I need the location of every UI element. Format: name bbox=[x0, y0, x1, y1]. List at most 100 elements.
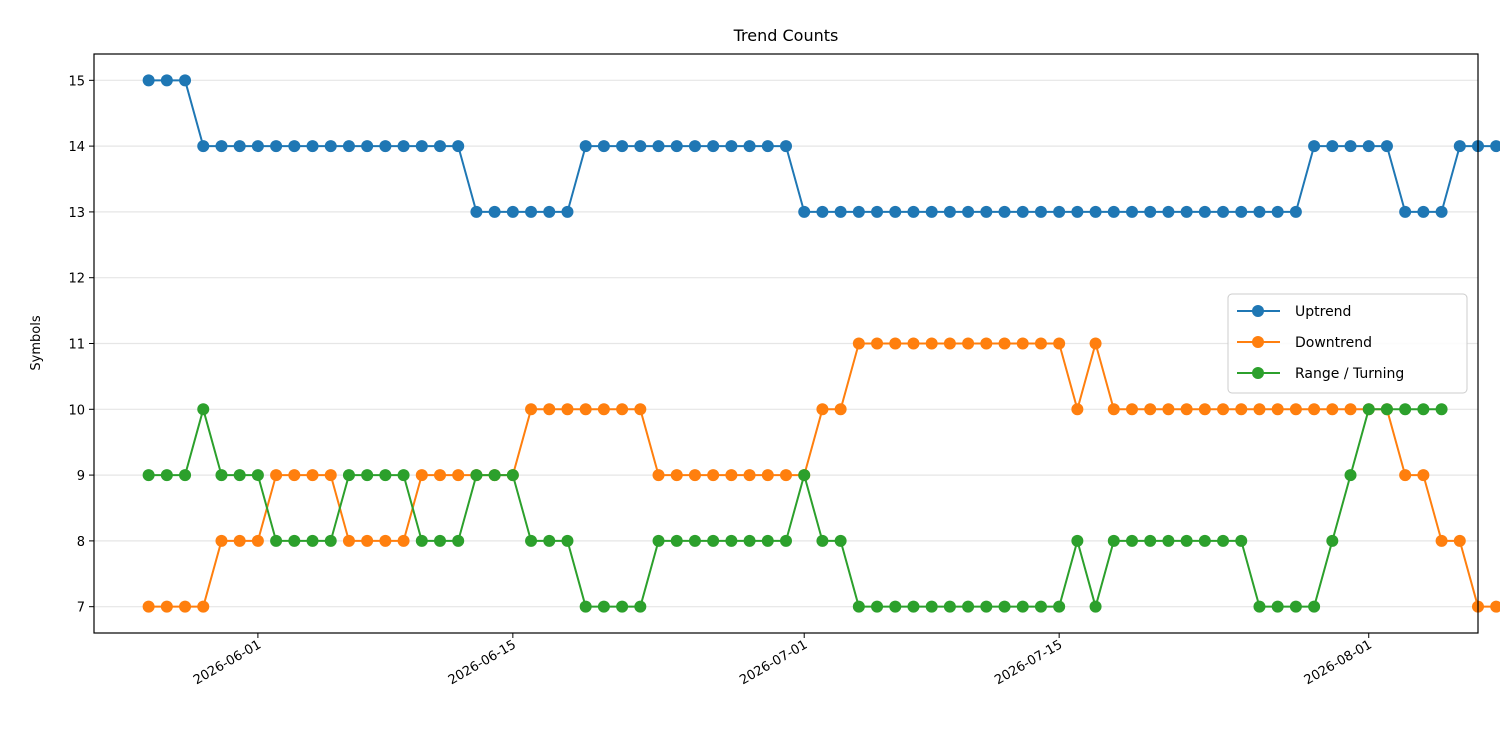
data-point bbox=[342, 534, 355, 547]
data-point bbox=[889, 337, 902, 350]
data-point bbox=[379, 469, 392, 482]
data-point bbox=[925, 337, 938, 350]
data-point bbox=[943, 600, 956, 613]
data-point bbox=[379, 534, 392, 547]
data-point bbox=[1053, 205, 1066, 218]
data-point bbox=[907, 600, 920, 613]
data-point bbox=[616, 403, 629, 416]
series-layer bbox=[142, 74, 1500, 613]
data-point bbox=[1034, 337, 1047, 350]
data-point bbox=[743, 140, 756, 153]
data-point bbox=[1071, 534, 1084, 547]
data-point bbox=[179, 469, 192, 482]
data-point bbox=[1399, 403, 1412, 416]
data-point bbox=[525, 534, 538, 547]
data-point bbox=[1435, 205, 1448, 218]
data-point bbox=[634, 403, 647, 416]
data-point bbox=[561, 534, 574, 547]
data-point bbox=[160, 600, 173, 613]
data-point bbox=[852, 205, 865, 218]
data-point bbox=[1271, 600, 1284, 613]
data-point bbox=[1253, 205, 1266, 218]
data-point bbox=[889, 205, 902, 218]
data-point bbox=[834, 534, 847, 547]
data-point bbox=[907, 337, 920, 350]
data-point bbox=[1289, 205, 1302, 218]
y-tick-label: 14 bbox=[68, 140, 85, 155]
data-point bbox=[179, 74, 192, 87]
data-point bbox=[506, 469, 519, 482]
data-point bbox=[634, 140, 647, 153]
data-point bbox=[452, 140, 465, 153]
data-point bbox=[379, 140, 392, 153]
data-point bbox=[306, 534, 319, 547]
data-point bbox=[197, 600, 210, 613]
data-point bbox=[1071, 403, 1084, 416]
data-point bbox=[543, 534, 556, 547]
data-point bbox=[506, 205, 519, 218]
data-point bbox=[488, 469, 501, 482]
data-point bbox=[1253, 600, 1266, 613]
data-point bbox=[1144, 205, 1157, 218]
data-point bbox=[725, 140, 738, 153]
data-point bbox=[452, 469, 465, 482]
data-point bbox=[1453, 534, 1466, 547]
legend-box bbox=[1227, 293, 1468, 394]
data-point bbox=[980, 337, 993, 350]
data-point bbox=[962, 337, 975, 350]
data-point bbox=[962, 205, 975, 218]
legend-swatch-marker bbox=[1252, 336, 1264, 348]
y-tick-label: 8 bbox=[77, 535, 85, 550]
data-point bbox=[816, 205, 829, 218]
data-point bbox=[761, 140, 774, 153]
data-point bbox=[1362, 403, 1375, 416]
data-point bbox=[288, 140, 301, 153]
data-point bbox=[434, 140, 446, 153]
legend-swatch-marker bbox=[1252, 305, 1264, 317]
data-point bbox=[1308, 403, 1321, 416]
data-point bbox=[1417, 469, 1430, 482]
data-point bbox=[1180, 205, 1193, 218]
data-point bbox=[707, 140, 720, 153]
data-point bbox=[780, 469, 792, 482]
data-point bbox=[324, 534, 337, 547]
data-point bbox=[251, 534, 264, 547]
data-point bbox=[1417, 403, 1430, 416]
data-point bbox=[743, 534, 756, 547]
y-tick-label: 12 bbox=[68, 272, 85, 287]
data-point bbox=[1089, 205, 1102, 218]
data-point bbox=[1180, 534, 1193, 547]
data-point bbox=[1162, 534, 1175, 547]
data-point bbox=[688, 534, 701, 547]
data-point bbox=[579, 403, 592, 416]
data-point bbox=[160, 469, 173, 482]
data-point bbox=[688, 140, 701, 153]
series-0 bbox=[142, 74, 1500, 218]
data-point bbox=[652, 140, 665, 153]
data-point bbox=[1217, 403, 1230, 416]
data-point bbox=[652, 469, 665, 482]
series-2 bbox=[142, 403, 1448, 613]
data-point bbox=[597, 140, 610, 153]
data-point bbox=[142, 469, 155, 482]
data-point bbox=[1126, 534, 1138, 547]
data-point bbox=[1162, 205, 1175, 218]
data-point bbox=[1453, 140, 1466, 153]
y-tick-label: 11 bbox=[68, 338, 85, 353]
data-point bbox=[1289, 600, 1302, 613]
legend-label: Range / Turning bbox=[1295, 366, 1404, 382]
data-point bbox=[1235, 534, 1248, 547]
data-point bbox=[415, 140, 428, 153]
data-point bbox=[871, 337, 884, 350]
data-point bbox=[1126, 403, 1138, 416]
data-point bbox=[525, 205, 538, 218]
data-point bbox=[688, 469, 701, 482]
data-point bbox=[1144, 403, 1157, 416]
data-point bbox=[889, 600, 902, 613]
data-point bbox=[597, 403, 610, 416]
data-point bbox=[1308, 140, 1321, 153]
data-point bbox=[361, 140, 374, 153]
data-point bbox=[415, 534, 428, 547]
data-point bbox=[652, 534, 665, 547]
